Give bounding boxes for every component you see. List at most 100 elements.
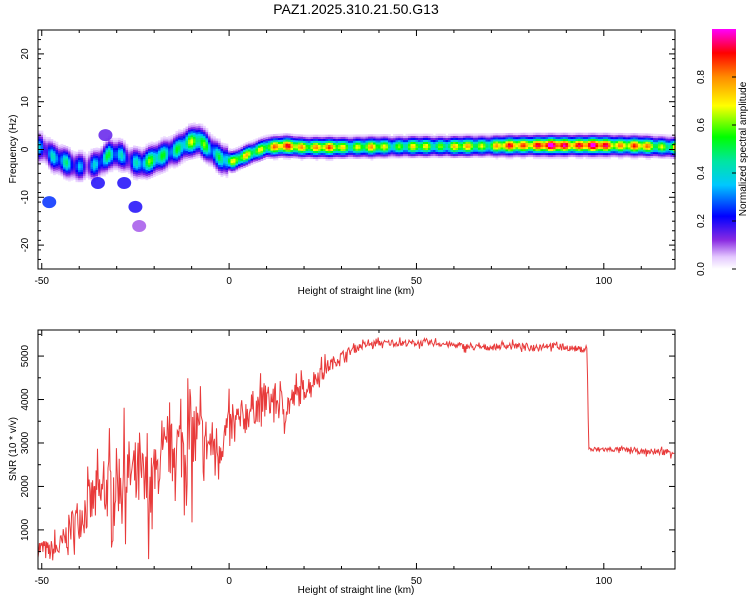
spectrogram-cell xyxy=(268,152,271,155)
spectrogram-cell xyxy=(490,143,494,146)
spectrogram-cell xyxy=(233,168,236,171)
spectrogram-cell xyxy=(143,168,146,172)
spectrogram-cell xyxy=(555,132,559,136)
spectrogram-cell xyxy=(373,144,376,147)
spectrogram-cell xyxy=(560,154,564,158)
spectrogram-cell xyxy=(598,156,601,160)
spectrogram-cell xyxy=(665,148,669,151)
spectrogram-cell xyxy=(483,153,486,156)
spectrogram-cell xyxy=(515,142,519,146)
spectrogram-cell xyxy=(555,138,559,142)
spectrogram-cell xyxy=(318,142,321,145)
spectrogram-cell xyxy=(615,140,619,144)
spectrogram-cell xyxy=(423,153,426,157)
spectrogram-cell xyxy=(210,158,214,161)
spectrogram-cell xyxy=(595,152,599,156)
spectrogram-cell xyxy=(613,140,616,144)
spectrogram-cell xyxy=(363,152,366,155)
spectrogram-cell xyxy=(510,144,514,148)
spectrogram-cell xyxy=(540,144,544,148)
spectrogram-cell xyxy=(298,140,301,143)
spectrogram-cell xyxy=(173,158,176,161)
spectrogram-cell xyxy=(403,145,406,149)
spectrogram-cell xyxy=(138,152,141,155)
spectrogram-cell xyxy=(265,140,269,143)
y-tick-label: 0 xyxy=(20,146,31,152)
spectrogram-cell xyxy=(440,141,444,145)
spectrogram-cell xyxy=(590,144,594,148)
spectrogram-cell xyxy=(350,144,354,147)
spectrogram-cell xyxy=(623,134,626,138)
spectrogram-cell xyxy=(258,157,261,160)
spectrogram-cell xyxy=(140,165,144,168)
spectrogram-cell xyxy=(440,133,444,136)
spectrogram-cell xyxy=(100,158,104,161)
spectrogram-cell xyxy=(418,135,421,138)
spectrogram-cell xyxy=(633,133,636,136)
spectrogram-cell xyxy=(490,135,494,138)
spectrogram-cell xyxy=(150,153,154,156)
spectrogram-cell xyxy=(108,139,111,143)
spectrogram-cell xyxy=(560,148,564,152)
spectrogram-cell xyxy=(593,156,596,160)
spectrogram-cell xyxy=(103,168,106,171)
spectrogram-cell xyxy=(493,147,496,150)
spectrogram-cell xyxy=(300,142,304,145)
spectrogram-cell xyxy=(640,135,644,138)
spectrogram-cell xyxy=(420,153,424,157)
spectrogram-cell xyxy=(413,145,416,149)
spectrogram-cell xyxy=(145,165,149,169)
spectrogram-cell xyxy=(425,155,429,159)
spectrogram-cell xyxy=(143,148,146,152)
spectrogram-cell xyxy=(630,139,634,142)
spectrogram-cell xyxy=(230,154,234,158)
spectrogram-cell xyxy=(45,146,49,150)
spectrogram-cell xyxy=(350,140,354,143)
spectrogram-cell xyxy=(398,153,401,157)
spectrogram-cell xyxy=(43,142,46,146)
spectrogram-cell xyxy=(105,151,109,155)
spectrogram-cell xyxy=(398,133,401,137)
spectrogram-cell xyxy=(175,130,179,134)
spectrogram-cell xyxy=(513,136,516,140)
spectrogram-cell xyxy=(348,136,351,139)
spectrogram-cell xyxy=(173,144,176,147)
spectrogram-cell xyxy=(423,135,426,138)
spectrogram-cell xyxy=(423,145,426,149)
spectrogram-cell xyxy=(633,141,636,144)
spectrogram-cell xyxy=(520,136,524,140)
spectrogram-cell xyxy=(80,157,84,161)
spectrogram-cell xyxy=(608,134,611,138)
spectrogram-cell xyxy=(448,151,451,155)
spectrogram-cell xyxy=(255,150,259,153)
spectrogram-cell xyxy=(313,134,316,137)
spectrogram-cell xyxy=(153,152,156,155)
spectrogram-cell xyxy=(573,148,576,152)
spectrogram-cell xyxy=(118,141,121,145)
spectrogram-cell xyxy=(505,139,509,142)
spectrogram-cell xyxy=(285,135,289,138)
spectrogram-cell xyxy=(183,152,186,155)
spectrogram-cell xyxy=(205,145,209,149)
spectrogram-cell xyxy=(325,154,329,158)
spectrogram-cell xyxy=(375,140,379,143)
spectrogram-cell xyxy=(358,142,361,145)
spectrogram-cell xyxy=(195,123,199,127)
spectrogram-cell xyxy=(553,146,556,150)
spectrogram-cell xyxy=(500,153,504,156)
spectrogram-cell xyxy=(585,154,589,158)
spectrogram-cell xyxy=(570,144,574,148)
spectrogram-cell xyxy=(65,164,69,167)
spectrogram-cell xyxy=(345,140,349,143)
spectrogram-cell xyxy=(40,136,44,139)
spectrogram-cell xyxy=(125,157,129,161)
spectrogram-cell xyxy=(183,128,186,131)
spectrogram-cell xyxy=(98,148,101,151)
spectrogram-cell xyxy=(280,135,284,138)
spectrogram-cell xyxy=(278,139,281,142)
spectrogram-cell xyxy=(200,157,204,161)
spectrogram-cell xyxy=(165,159,169,162)
spectrogram-cell xyxy=(108,161,111,165)
spectrogram-cell xyxy=(393,137,396,141)
spectrogram-cell xyxy=(618,146,621,150)
